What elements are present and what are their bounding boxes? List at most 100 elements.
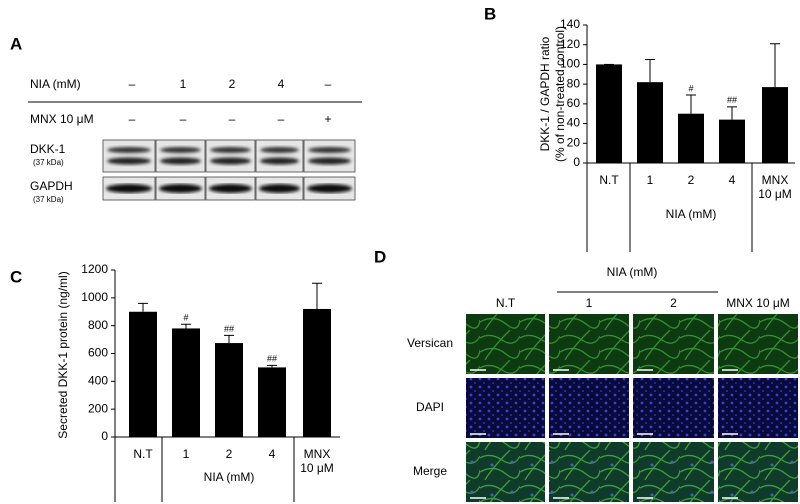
error-bar [686, 94, 696, 114]
micrograph [549, 314, 629, 374]
micrograph [633, 378, 714, 438]
band [260, 157, 299, 165]
micrograph [718, 378, 798, 438]
y-tick-label: 100 [560, 57, 580, 71]
y-tick-label: 40 [567, 116, 581, 130]
y-axis-label: DKK-1 / GAPDH ratio [538, 36, 552, 151]
y-tick-label: 200 [88, 401, 108, 415]
panel-letter: A [10, 34, 22, 53]
row-label: DAPI [416, 400, 444, 414]
y-tick-label: 1200 [81, 262, 108, 276]
y-axis-label: Secreted DKK-1 protein (ng/ml) [56, 271, 70, 438]
column-label: 1 [586, 296, 593, 310]
error-bar [267, 364, 277, 368]
bar [129, 311, 157, 437]
row-label: Versican [407, 336, 453, 350]
micrograph [549, 442, 629, 502]
blot-lane [303, 139, 356, 173]
row-cell: – [325, 77, 332, 91]
y-axis-label: (% of non-treated control) [553, 26, 567, 162]
band [307, 184, 352, 193]
y-tick-label: 80 [567, 76, 581, 90]
y-tick-label: 0 [573, 155, 580, 169]
error-bar [224, 334, 234, 344]
row-cell: – [180, 112, 187, 126]
band [209, 184, 252, 193]
band-group [308, 147, 351, 165]
row-cell: 2 [229, 77, 236, 91]
band [159, 184, 202, 193]
band [107, 157, 151, 165]
x-tick-label: 2 [225, 447, 233, 461]
bar [637, 82, 663, 163]
row-cell: – [129, 112, 136, 126]
band-group [209, 184, 252, 193]
row-cell: 4 [278, 77, 285, 91]
row-label: Merge [413, 464, 447, 478]
micrograph [466, 314, 545, 374]
micrograph [466, 378, 545, 438]
error-bar [727, 106, 737, 120]
panel-letter: D [374, 247, 386, 266]
error-bar [181, 323, 191, 329]
row-cell: – [129, 77, 136, 91]
micrograph [466, 442, 545, 502]
band-group [210, 147, 251, 165]
x-tick-label: 2 [687, 173, 695, 187]
band-group [160, 147, 201, 165]
band [210, 147, 251, 153]
x-tick-label: MNX 10 μM [758, 173, 792, 201]
bar [303, 308, 331, 437]
band-group [307, 184, 352, 193]
band [260, 147, 299, 153]
band [160, 157, 201, 165]
micrograph [718, 314, 798, 374]
bar [719, 119, 745, 163]
x-tick-label: N.T [599, 173, 619, 187]
x-tick-label: 4 [268, 447, 276, 461]
error-bar [138, 302, 148, 312]
group-label: NIA (mM) [204, 470, 255, 484]
error-bar [770, 43, 780, 88]
error-bar [645, 59, 655, 83]
column-label: 2 [670, 296, 677, 310]
band-group [260, 147, 299, 165]
panel-letter: B [484, 4, 496, 23]
bar [762, 87, 788, 163]
row-label: NIA (mM) [30, 77, 81, 91]
significance-marker: # [183, 313, 188, 323]
micrograph [718, 442, 798, 502]
row-cell: + [324, 112, 331, 126]
row-cell: – [229, 112, 236, 126]
x-tick-label: 1 [646, 173, 654, 187]
y-tick-label: 140 [560, 17, 580, 31]
group-label: NIA (mM) [666, 207, 717, 221]
row-cell: – [278, 112, 285, 126]
blot-size: (37 kDa) [33, 195, 64, 204]
blot-label: GAPDH [30, 179, 73, 193]
x-tick-label: 4 [728, 173, 736, 187]
x-tick-label: MNX 10 μM [300, 447, 334, 475]
y-tick-label: 800 [88, 318, 108, 332]
blot-label: DKK-1 [30, 142, 66, 156]
significance-marker: ## [267, 354, 277, 364]
y-tick-label: 0 [101, 429, 108, 443]
x-tick-label: N.T [133, 447, 153, 461]
micrograph [633, 314, 714, 374]
panel-letter: C [10, 267, 22, 286]
band [259, 184, 300, 193]
micrograph [633, 442, 714, 502]
blot-lane [205, 139, 256, 173]
blot-lane [255, 139, 304, 173]
y-tick-label: 20 [567, 135, 581, 149]
significance-marker: ## [224, 324, 234, 334]
band-group [159, 184, 202, 193]
y-tick-label: 600 [88, 346, 108, 360]
band [210, 157, 251, 165]
column-label: N.T [496, 296, 516, 310]
y-tick-label: 1000 [81, 290, 108, 304]
micrograph [549, 378, 629, 438]
blot-lane [155, 139, 206, 173]
